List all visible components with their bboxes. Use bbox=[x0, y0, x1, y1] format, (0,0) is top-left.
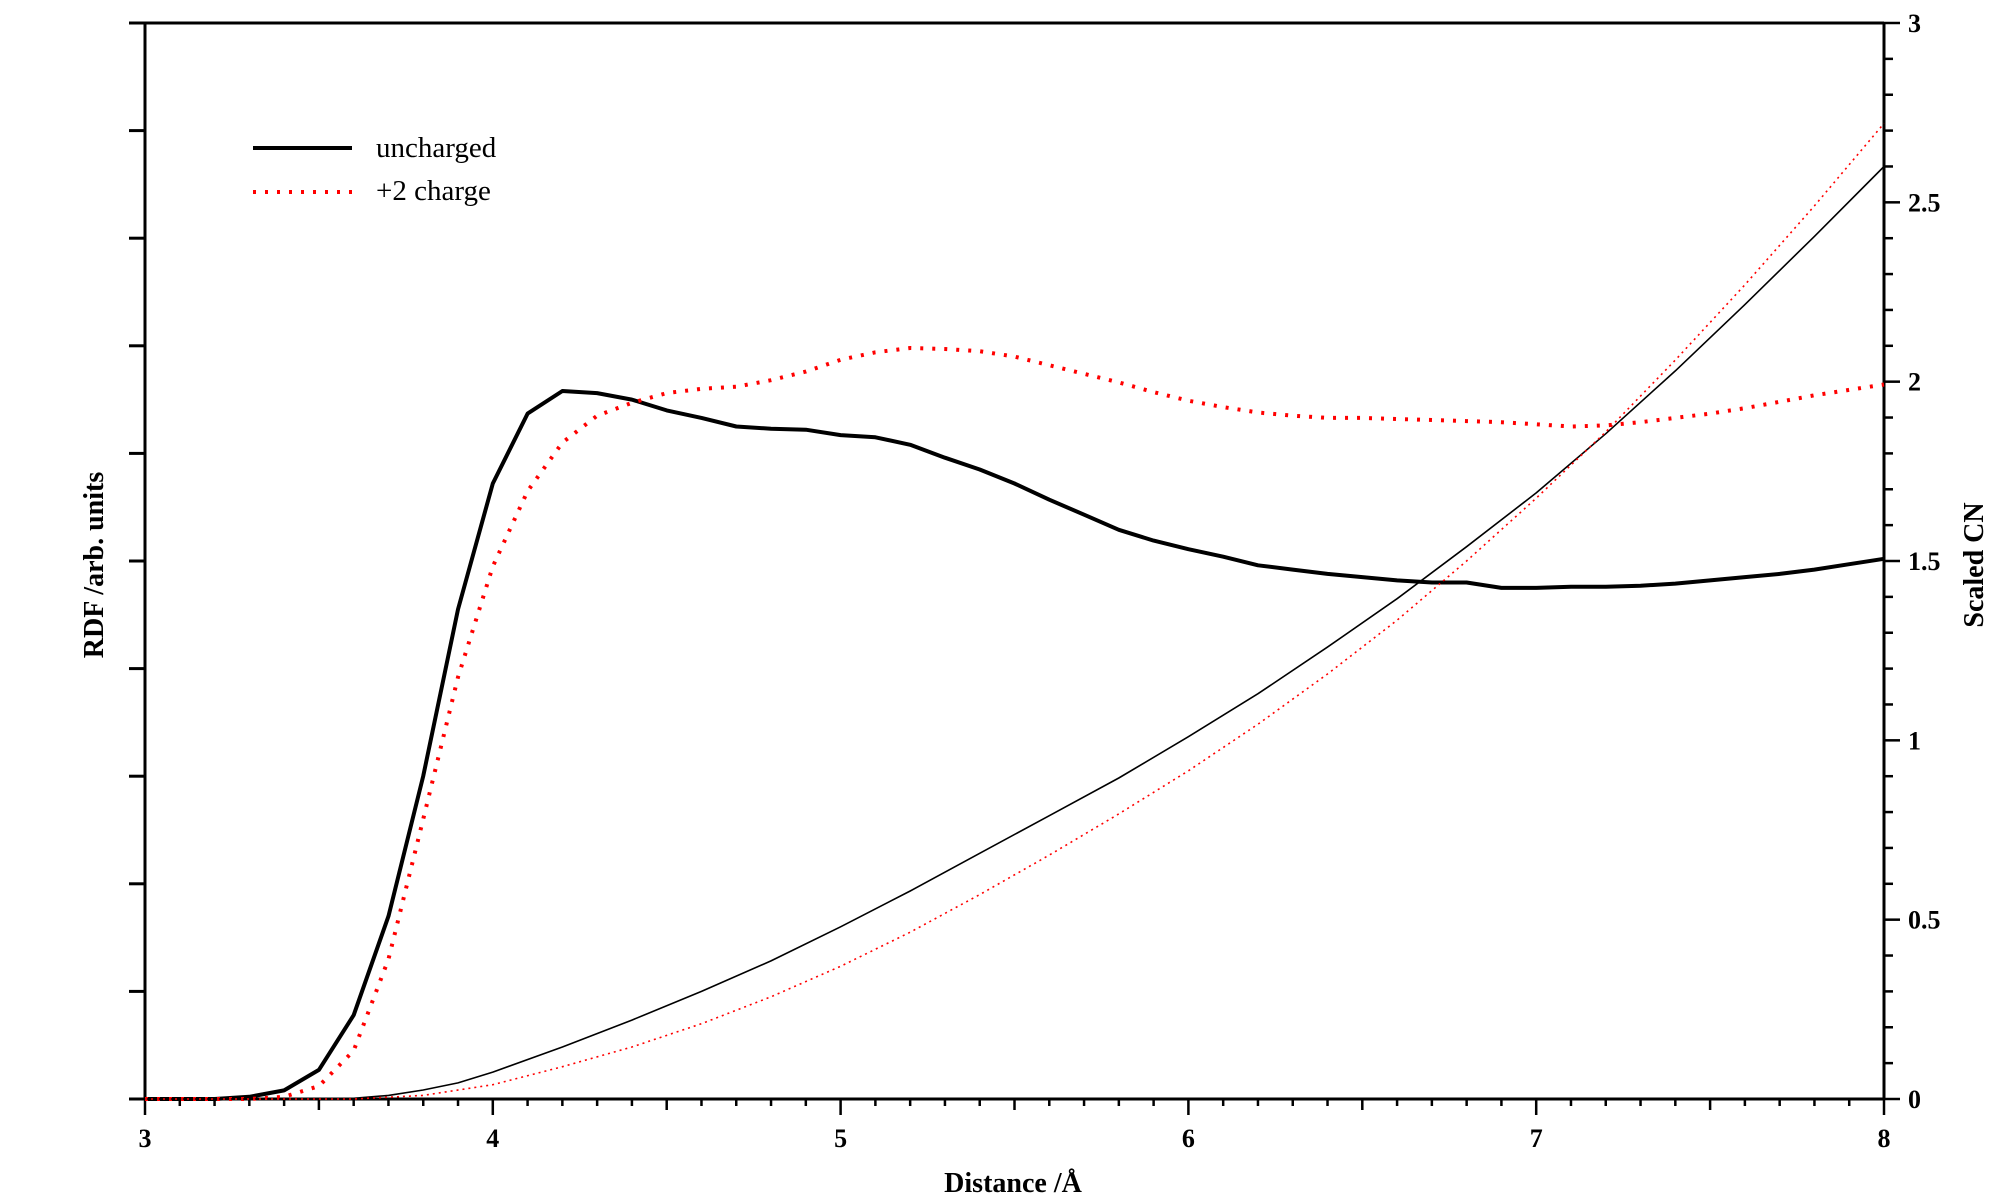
x-tick-label: 8 bbox=[1878, 1124, 1891, 1153]
x-tick-label: 6 bbox=[1182, 1124, 1195, 1153]
series-line-cn-uncharged bbox=[145, 165, 1885, 1100]
tick-labels: 3 4 5 6 7 80 0.5 1 1.5 2 2.5 3 bbox=[139, 9, 1941, 1153]
right-y-tick-label: 1.5 bbox=[1908, 547, 1941, 576]
series-line-rdf-2-charge bbox=[145, 346, 1885, 1101]
right-y-tick-label: 2 bbox=[1908, 368, 1921, 397]
axes bbox=[129, 21, 1900, 1115]
right-y-tick-label: 0.5 bbox=[1908, 906, 1941, 935]
x-tick-label: 5 bbox=[834, 1124, 847, 1153]
right-y-axis-title: Scaled CN bbox=[1959, 502, 1990, 627]
x-tick-label: 4 bbox=[486, 1124, 499, 1153]
right-y-tick-label: 3 bbox=[1908, 9, 1921, 38]
right-y-tick-label: 1 bbox=[1908, 726, 1921, 755]
series-line-cn-2-charge bbox=[145, 122, 1885, 1100]
right-y-tick-label: 2.5 bbox=[1908, 188, 1941, 217]
left-y-axis-title: RDF /arb. units bbox=[79, 472, 110, 659]
legend-label-uncharged: uncharged bbox=[376, 132, 497, 164]
legend-label-plus2-charge: +2 charge bbox=[376, 175, 491, 207]
legend: uncharged +2 charge bbox=[253, 132, 497, 207]
x-tick-label: 3 bbox=[139, 1124, 152, 1153]
right-y-tick-label: 0 bbox=[1908, 1085, 1921, 1114]
series-group bbox=[145, 122, 1885, 1101]
series-line-rdf-uncharged bbox=[145, 389, 1885, 1101]
x-tick-label: 7 bbox=[1530, 1124, 1543, 1153]
x-axis-title: Distance /Å bbox=[944, 1168, 1082, 1199]
